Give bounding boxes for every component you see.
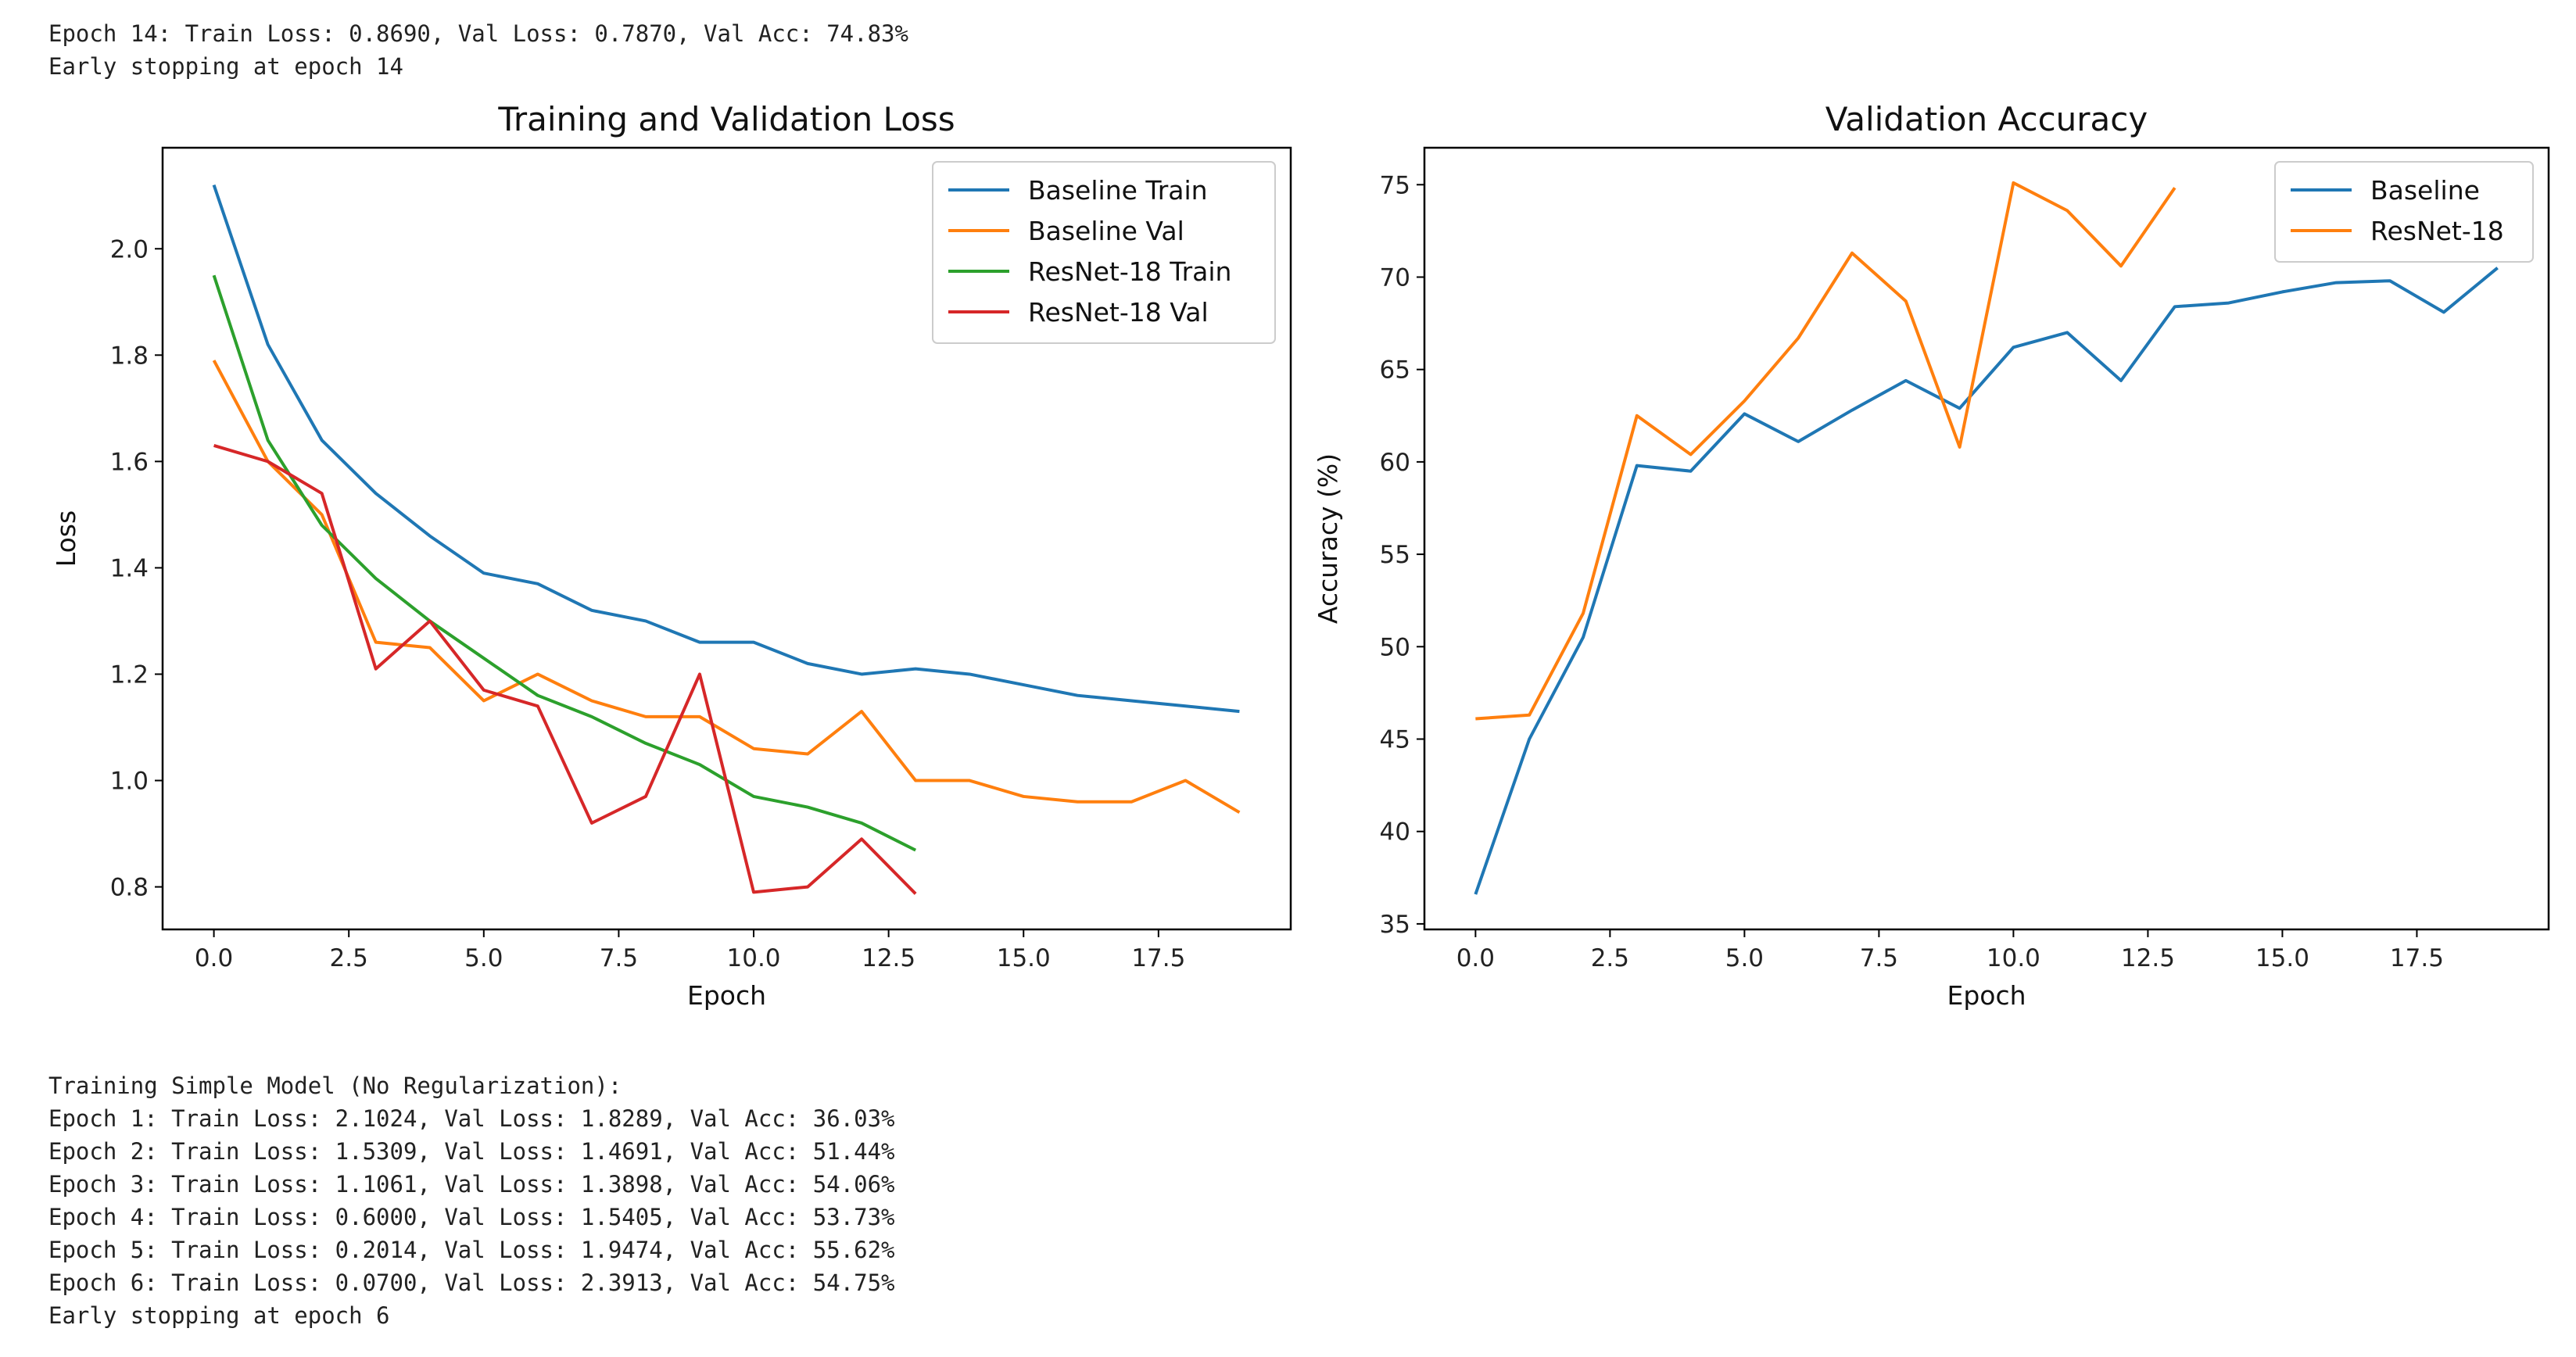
series-line-resnet-18-train: [212, 274, 917, 852]
x-tick-label: 2.5: [330, 944, 368, 972]
legend-label: ResNet-18 Train: [1028, 256, 1231, 287]
legend-box: [932, 161, 1276, 344]
log-line: Early stopping at epoch 14: [48, 53, 403, 80]
y-tick-label: 70: [1380, 263, 1410, 292]
y-tick-label: 75: [1380, 171, 1410, 199]
x-tick-label: 12.5: [862, 944, 915, 972]
output-log-top: Epoch 14: Train Loss: 0.8690, Val Loss: …: [48, 17, 908, 83]
y-tick-label: 60: [1380, 449, 1410, 477]
y-tick-label: 1.6: [110, 448, 149, 476]
x-axis-label: Epoch: [1947, 980, 2026, 1011]
legend: Baseline Train Baseline Val ResNet-18 Trai…: [932, 161, 1276, 344]
y-tick-label: 1.0: [110, 768, 149, 796]
x-tick-label: 0.0: [195, 944, 233, 972]
x-tick-label: 5.0: [464, 944, 503, 972]
x-tick-label: 15.0: [2255, 944, 2309, 972]
x-tick-label: 5.0: [1725, 944, 1764, 972]
x-tick-label: 2.5: [1591, 944, 1629, 972]
series-line-baseline-train: [212, 184, 1240, 714]
log-line: Epoch 2: Train Loss: 1.5309, Val Loss: 1…: [48, 1138, 895, 1165]
series-line-resnet-18: [1475, 181, 2177, 721]
y-axis-label: Loss: [51, 510, 81, 567]
log-line: Epoch 4: Train Loss: 0.6000, Val Loss: 1…: [48, 1204, 895, 1230]
y-tick-label: 1.2: [110, 661, 149, 689]
y-tick-label: 35: [1380, 911, 1410, 939]
legend-label: Baseline Train: [1028, 175, 1208, 206]
log-line: Epoch 3: Train Loss: 1.1061, Val Loss: 1…: [48, 1171, 895, 1198]
chart-title: Validation Accuracy: [1825, 100, 2148, 138]
x-tick-label: 7.5: [600, 944, 638, 972]
legend-label: Baseline Val: [1028, 216, 1184, 246]
legend-label: ResNet-18 Val: [1028, 297, 1209, 328]
log-line: Epoch 5: Train Loss: 0.2014, Val Loss: 1…: [48, 1237, 895, 1263]
y-tick-label: 0.8: [110, 874, 149, 902]
y-tick-label: 50: [1380, 633, 1410, 661]
output-log-bottom: Training Simple Model (No Regularization…: [48, 1069, 895, 1332]
chart-1: Validation Accuracy 0.0 2.5 5.0 7.5 10.0 12.5 1…: [1313, 100, 2550, 1011]
series-line-baseline-val: [212, 360, 1241, 815]
x-tick-label: 17.5: [1131, 944, 1185, 972]
y-tick-label: 55: [1380, 541, 1410, 569]
series-line-baseline: [1474, 267, 2499, 895]
x-axis-label: Epoch: [687, 980, 766, 1011]
y-tick-label: 45: [1380, 726, 1410, 754]
x-tick-label: 15.0: [997, 944, 1051, 972]
y-axis-label: Accuracy (%): [1313, 453, 1343, 624]
log-line: Epoch 6: Train Loss: 0.0700, Val Loss: 2…: [48, 1269, 895, 1296]
log-line: Training Simple Model (No Regularization…: [48, 1072, 622, 1099]
x-tick-label: 7.5: [1860, 944, 1898, 972]
x-tick-label: 0.0: [1456, 944, 1495, 972]
x-tick-label: 17.5: [2390, 944, 2444, 972]
legend-label: Baseline: [2370, 175, 2480, 206]
x-tick-label: 10.0: [1987, 944, 2040, 972]
chart-title: Training and Validation Loss: [497, 100, 955, 138]
legend-box: [2274, 161, 2534, 263]
y-tick-label: 1.8: [110, 342, 149, 370]
log-line: Early stopping at epoch 6: [48, 1302, 390, 1329]
y-tick-label: 65: [1380, 356, 1410, 385]
log-line: Epoch 1: Train Loss: 2.1024, Val Loss: 1…: [48, 1105, 895, 1132]
plot-frame: [1423, 146, 2550, 931]
log-line: Epoch 14: Train Loss: 0.8690, Val Loss: …: [48, 20, 908, 47]
x-tick-label: 10.0: [727, 944, 781, 972]
y-tick-label: 2.0: [110, 235, 149, 263]
y-tick-label: 40: [1380, 818, 1410, 847]
y-tick-label: 1.4: [110, 554, 149, 582]
legend: Baseline ResNet-18: [2274, 161, 2534, 263]
plot-frame: [161, 146, 1292, 931]
chart-0: Training and Validation Loss 0.0 2.5 5.0 7.5…: [51, 100, 1292, 1011]
series-line-resnet-18-val: [213, 444, 917, 895]
x-tick-label: 12.5: [2121, 944, 2175, 972]
legend-label: ResNet-18: [2370, 216, 2504, 246]
